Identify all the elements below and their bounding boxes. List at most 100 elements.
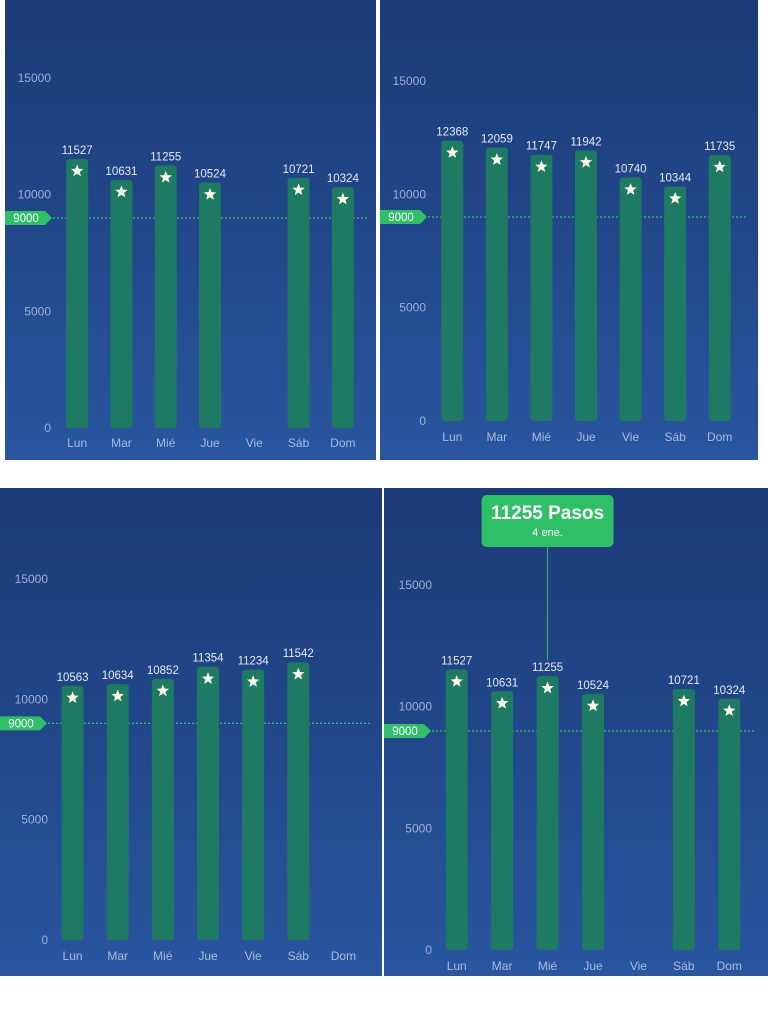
star-icon <box>446 146 459 158</box>
x-tick-label: Sáb <box>288 436 310 450</box>
y-tick-label: 0 <box>44 421 51 435</box>
y-tick-label: 10000 <box>393 187 427 201</box>
bar-Mar[interactable] <box>110 179 133 428</box>
bar-value-label: 11255 <box>532 662 563 674</box>
star-icon <box>677 694 691 707</box>
star-icon <box>246 675 260 687</box>
weekly-steps-chart-4: 15000 10000 5000 0 9000 11527 Lun 10631 Mar 11255… <box>384 488 768 976</box>
goal-label: 9000 <box>388 212 414 224</box>
star-icon <box>713 160 726 173</box>
bar-Dom[interactable] <box>708 155 731 422</box>
star-icon <box>668 192 682 204</box>
star-icon <box>535 160 548 172</box>
bar-Mié[interactable] <box>151 678 174 940</box>
star-icon <box>579 155 593 168</box>
bar-chart-svg: 15000 10000 5000 0 9000 11527 Lun 10631 Mar 11255… <box>384 495 756 973</box>
bar-Mar[interactable] <box>491 691 514 950</box>
x-tick-label: Jue <box>583 959 603 973</box>
bar-Vie[interactable] <box>242 669 265 940</box>
star-icon <box>156 684 170 697</box>
x-tick-label: Mié <box>538 959 558 973</box>
x-tick-label: Mar <box>111 436 132 450</box>
bar-Mié[interactable] <box>536 676 559 950</box>
bar-value-label: 10524 <box>194 168 227 180</box>
bar-chart-svg: 15000 10000 5000 0 9000 11527 Lun 10631 Mar 11255… <box>5 71 369 450</box>
star-icon <box>111 689 124 702</box>
bar-Mar[interactable] <box>106 684 129 940</box>
y-tick-label: 5000 <box>21 813 48 827</box>
goal-flag <box>380 210 427 224</box>
goal-label: 9000 <box>8 718 34 730</box>
goal-label: 9000 <box>392 726 418 738</box>
bar-value-label: 10740 <box>615 164 647 176</box>
bar-value-label: 11542 <box>283 648 314 660</box>
bar-value-label: 11527 <box>441 656 472 668</box>
x-tick-label: Jue <box>200 436 220 450</box>
x-tick-label: Vie <box>630 959 647 973</box>
goal-flag <box>0 716 47 731</box>
star-icon <box>203 187 217 200</box>
bar-Mié[interactable] <box>154 165 177 428</box>
x-tick-label: Mar <box>492 959 513 973</box>
star-icon <box>586 699 600 712</box>
star-icon <box>541 681 554 694</box>
y-tick-label: 15000 <box>15 572 49 586</box>
bar-Vie[interactable] <box>619 177 642 421</box>
weekly-steps-chart-1: 15000 10000 5000 0 9000 11527 Lun 10631 Mar 11255… <box>5 0 376 460</box>
y-tick-label: 15000 <box>399 578 433 592</box>
star-icon <box>70 164 84 177</box>
x-tick-label: Jue <box>198 949 218 963</box>
y-tick-label: 0 <box>419 414 426 428</box>
x-tick-label: Lun <box>63 949 83 963</box>
x-tick-label: Dom <box>707 430 732 444</box>
bar-value-label: 10721 <box>283 164 315 176</box>
bar-Jue[interactable] <box>582 693 604 950</box>
bar-Sáb[interactable] <box>287 662 310 940</box>
star-icon <box>336 192 350 205</box>
bar-Jue[interactable] <box>199 182 221 428</box>
star-icon <box>495 696 509 709</box>
bar-value-label: 10852 <box>147 665 179 677</box>
goal-flag <box>384 724 431 738</box>
bar-Sáb[interactable] <box>672 689 695 950</box>
bar-Lun[interactable] <box>445 669 468 950</box>
star-icon <box>115 185 128 198</box>
star-icon <box>159 170 172 183</box>
x-tick-label: Mié <box>153 949 173 963</box>
star-icon <box>292 183 305 196</box>
bar-Jue[interactable] <box>197 666 219 940</box>
x-tick-label: Sáb <box>673 959 695 973</box>
bar-Sáb[interactable] <box>287 177 310 428</box>
bar-value-label: 10324 <box>713 685 746 697</box>
y-tick-label: 10000 <box>18 188 52 202</box>
star-icon <box>292 667 305 680</box>
x-tick-label: Jue <box>576 430 596 444</box>
bar-Mié[interactable] <box>530 154 553 421</box>
bar-Dom[interactable] <box>331 187 354 428</box>
x-tick-label: Mar <box>487 430 508 444</box>
bar-value-label: 10524 <box>577 680 610 692</box>
x-tick-label: Dom <box>331 949 356 963</box>
bar-value-label: 10721 <box>668 675 700 687</box>
bar-value-label: 10631 <box>105 166 137 178</box>
bar-Lun[interactable] <box>66 159 89 428</box>
bar-value-label: 11234 <box>238 656 270 668</box>
bar-value-label: 11527 <box>62 145 93 157</box>
bar-Mar[interactable] <box>485 147 508 422</box>
bar-Sáb[interactable] <box>664 186 687 421</box>
tooltip-title: 11255 Pasos <box>491 503 604 524</box>
y-tick-label: 0 <box>41 933 48 947</box>
bar-Lun[interactable] <box>441 140 464 421</box>
bar-Dom[interactable] <box>718 698 741 950</box>
x-tick-label: Lun <box>447 959 467 973</box>
x-tick-label: Vie <box>245 949 262 963</box>
bar-Jue[interactable] <box>575 150 597 421</box>
bar-value-label: 11747 <box>526 141 557 153</box>
star-icon <box>490 153 504 165</box>
y-tick-label: 5000 <box>24 304 51 318</box>
goal-flag <box>5 211 52 225</box>
star-icon <box>66 691 79 704</box>
bar-Lun[interactable] <box>61 685 84 940</box>
bar-value-label: 12059 <box>481 134 513 146</box>
weekly-steps-chart-3: 15000 10000 5000 0 9000 10563 Lun 10634 Mar 10852… <box>0 488 382 976</box>
